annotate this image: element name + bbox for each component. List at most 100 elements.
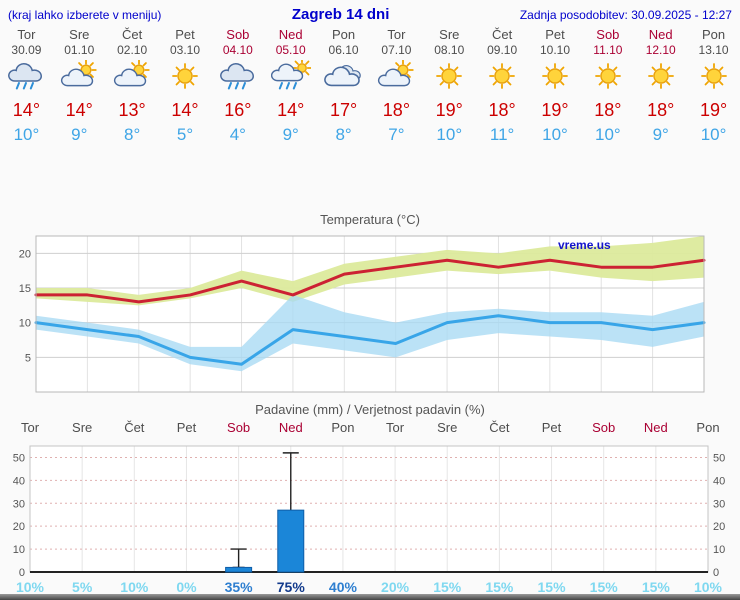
weather-icon-cell	[0, 57, 53, 98]
sunny-icon	[542, 63, 568, 89]
precip-y-tick-right: 30	[713, 498, 725, 510]
rain-drop	[227, 82, 232, 90]
precip-y-tick-left: 20	[13, 521, 25, 533]
day-date: 03.10	[169, 43, 200, 57]
weather-icon-cell	[529, 57, 582, 98]
precip-probability: 40%	[329, 579, 358, 595]
day-name: Sob	[226, 27, 250, 42]
precip-probability: 15%	[590, 579, 619, 595]
max-temp: 18°	[647, 100, 675, 120]
day-column: Ned 12.10 18° 9°	[634, 27, 687, 146]
cloud-shape	[219, 62, 254, 82]
rain-icon	[8, 62, 43, 90]
day-date: 02.10	[117, 43, 148, 57]
min-temp: 5°	[176, 125, 194, 144]
min-temp: 4°	[229, 125, 246, 144]
weather-icon-cell	[687, 57, 740, 98]
cloud-shape	[323, 66, 360, 87]
min-temp: 8°	[335, 125, 352, 144]
sun-shape	[172, 63, 198, 89]
day-name: Pet	[545, 27, 565, 42]
temp-y-tick: 10	[19, 318, 31, 330]
cloud-shape	[8, 62, 43, 82]
day-column: Pet 03.10 14° 5°	[159, 27, 212, 146]
max-temp: 18°	[488, 100, 516, 120]
cloudy-icon	[323, 64, 361, 87]
min-temp: 10°	[436, 125, 463, 144]
precip-day-label: Ned	[644, 420, 668, 435]
day-name: Ned	[648, 27, 673, 42]
precip-probability: 10%	[694, 579, 723, 595]
forecast-days-row: Tor 30.09 14° 10° Sre 01.10 14° 9° Čet 02.10 13° 8°…	[0, 27, 740, 146]
precip-day-label: Čet	[489, 420, 510, 435]
max-temp: 17°	[329, 100, 358, 120]
sunny-icon	[172, 63, 198, 89]
weather-icon-cell	[476, 57, 529, 98]
sunny-icon	[594, 63, 621, 89]
precip-day-label: Tor	[21, 420, 40, 435]
day-column: Sob 04.10 16° 4°	[211, 27, 264, 146]
weather-icon-cell	[317, 57, 370, 98]
rain-drop	[285, 82, 290, 90]
last-updated: Zadnja posodobitev: 30.09.2025 - 12:27	[519, 8, 732, 22]
day-name: Pon	[702, 27, 726, 42]
precip-bar	[277, 509, 305, 573]
precip-y-tick-left: 40	[13, 475, 25, 487]
min-temp: 11°	[489, 125, 515, 144]
precip-day-label: Pet	[177, 420, 197, 435]
day-column: Pon 13.10 19° 10°	[687, 27, 740, 146]
max-temp: 14°	[12, 100, 41, 120]
precip-probability: 10%	[16, 579, 45, 595]
day-name: Čet	[122, 27, 143, 42]
day-date: 05.10	[275, 43, 306, 57]
day-date: 08.10	[434, 43, 465, 57]
footer-strip	[0, 594, 740, 600]
day-date: 04.10	[222, 43, 253, 57]
partly-cloudy-icon	[61, 60, 97, 87]
min-temp: 7°	[388, 125, 405, 144]
rain-drop	[234, 82, 239, 90]
rain-icon	[219, 62, 254, 90]
precip-y-tick-right: 40	[713, 475, 725, 487]
precip-probability: 5%	[72, 579, 93, 595]
page-title: Zagreb 14 dni	[291, 6, 390, 23]
day-column: Ned 05.10 14° 9°	[264, 27, 317, 146]
precip-y-tick-right: 50	[713, 452, 725, 464]
day-column: Sre 08.10 19° 10°	[423, 27, 476, 146]
day-column: Sre 01.10 14° 9°	[53, 27, 106, 146]
cloud-shape	[114, 68, 147, 87]
precip-day-label: Pon	[331, 420, 354, 435]
partly-cloudy-icon	[114, 60, 150, 87]
day-date: 10.10	[539, 43, 570, 57]
day-column: Čet 09.10 18° 11°	[476, 27, 529, 146]
min-temp: 10°	[594, 125, 621, 144]
day-name: Čet	[492, 27, 513, 42]
precipitation-chart-svg: Tor Sre Čet Pet Sob Ned Pon Tor Sre Čet Pet Sob Ned P…	[13, 420, 726, 595]
sun-shape	[436, 63, 463, 89]
weather-icon-cell	[423, 57, 476, 98]
weather-icon-cell	[634, 57, 687, 98]
temp-chart-title: Temperatura (°C)	[320, 212, 420, 227]
precip-y-tick-left: 50	[13, 452, 25, 464]
precip-probability: 15%	[433, 579, 462, 595]
precip-y-tick-left: 10	[13, 544, 25, 556]
precip-bar	[225, 566, 253, 573]
day-name: Tor	[387, 27, 406, 42]
sun-shape	[700, 63, 727, 89]
watermark: vreme.us	[558, 238, 611, 252]
day-name: Ned	[278, 27, 303, 42]
weather-icon-cell	[53, 57, 106, 98]
day-date: 12.10	[645, 43, 676, 57]
day-date: 01.10	[64, 43, 95, 57]
precip-day-label: Pet	[542, 420, 562, 435]
precip-y-tick-left: 0	[19, 567, 25, 579]
temperature-chart: 5 10 15 20 vreme.us	[0, 228, 740, 400]
precip-day-label: Tor	[386, 420, 405, 435]
max-temp: 16°	[224, 100, 252, 120]
sun-shape	[647, 63, 674, 89]
precip-chart-title: Padavine (mm) / Verjetnost padavin (%)	[255, 402, 485, 417]
max-temp: 19°	[699, 100, 728, 120]
rain-drop	[278, 82, 283, 90]
day-name: Sob	[596, 27, 620, 42]
